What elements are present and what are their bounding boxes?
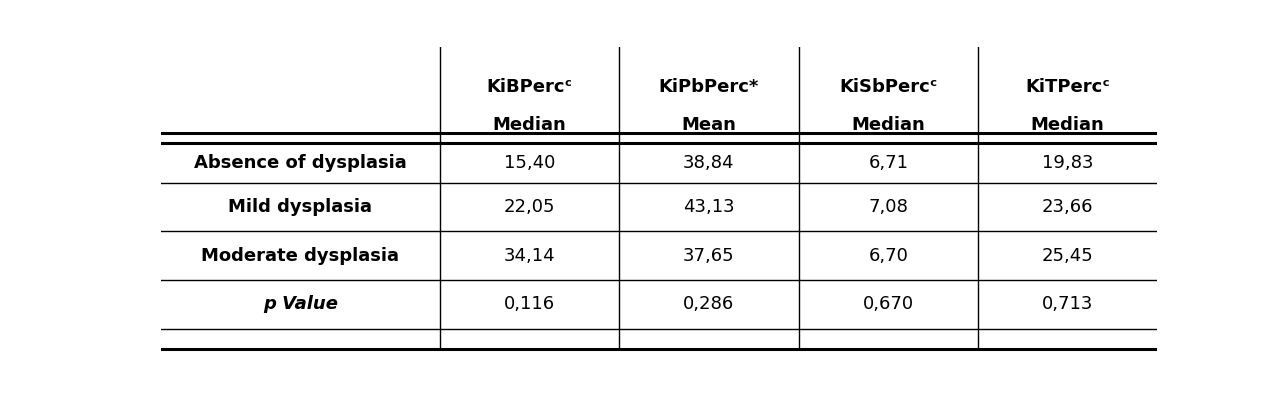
Text: 37,65: 37,65 xyxy=(683,247,734,265)
Text: 43,13: 43,13 xyxy=(683,198,734,216)
Text: 0,286: 0,286 xyxy=(683,295,734,313)
Text: 7,08: 7,08 xyxy=(868,198,908,216)
Text: KiSbPercᶜ: KiSbPercᶜ xyxy=(840,78,937,96)
Text: KiPbPerc*: KiPbPerc* xyxy=(658,78,759,96)
Text: 0,713: 0,713 xyxy=(1042,295,1093,313)
Text: 34,14: 34,14 xyxy=(504,247,556,265)
Text: 38,84: 38,84 xyxy=(683,154,734,172)
Text: Median: Median xyxy=(1031,116,1105,134)
Text: Median: Median xyxy=(493,116,566,134)
Text: 22,05: 22,05 xyxy=(504,198,556,216)
Text: Moderate dysplasia: Moderate dysplasia xyxy=(202,247,399,265)
Text: 25,45: 25,45 xyxy=(1042,247,1093,265)
Text: 6,71: 6,71 xyxy=(868,154,908,172)
Text: 6,70: 6,70 xyxy=(868,247,908,265)
Text: Mean: Mean xyxy=(682,116,737,134)
Text: p Value: p Value xyxy=(262,295,338,313)
Text: 15,40: 15,40 xyxy=(504,154,556,172)
Text: Absence of dysplasia: Absence of dysplasia xyxy=(194,154,406,172)
Text: KiTPercᶜ: KiTPercᶜ xyxy=(1025,78,1110,96)
Text: KiBPercᶜ: KiBPercᶜ xyxy=(486,78,572,96)
Text: 0,670: 0,670 xyxy=(863,295,914,313)
Text: Median: Median xyxy=(851,116,925,134)
Text: 0,116: 0,116 xyxy=(504,295,556,313)
Text: 23,66: 23,66 xyxy=(1042,198,1093,216)
Text: Mild dysplasia: Mild dysplasia xyxy=(229,198,372,216)
Text: 19,83: 19,83 xyxy=(1042,154,1093,172)
